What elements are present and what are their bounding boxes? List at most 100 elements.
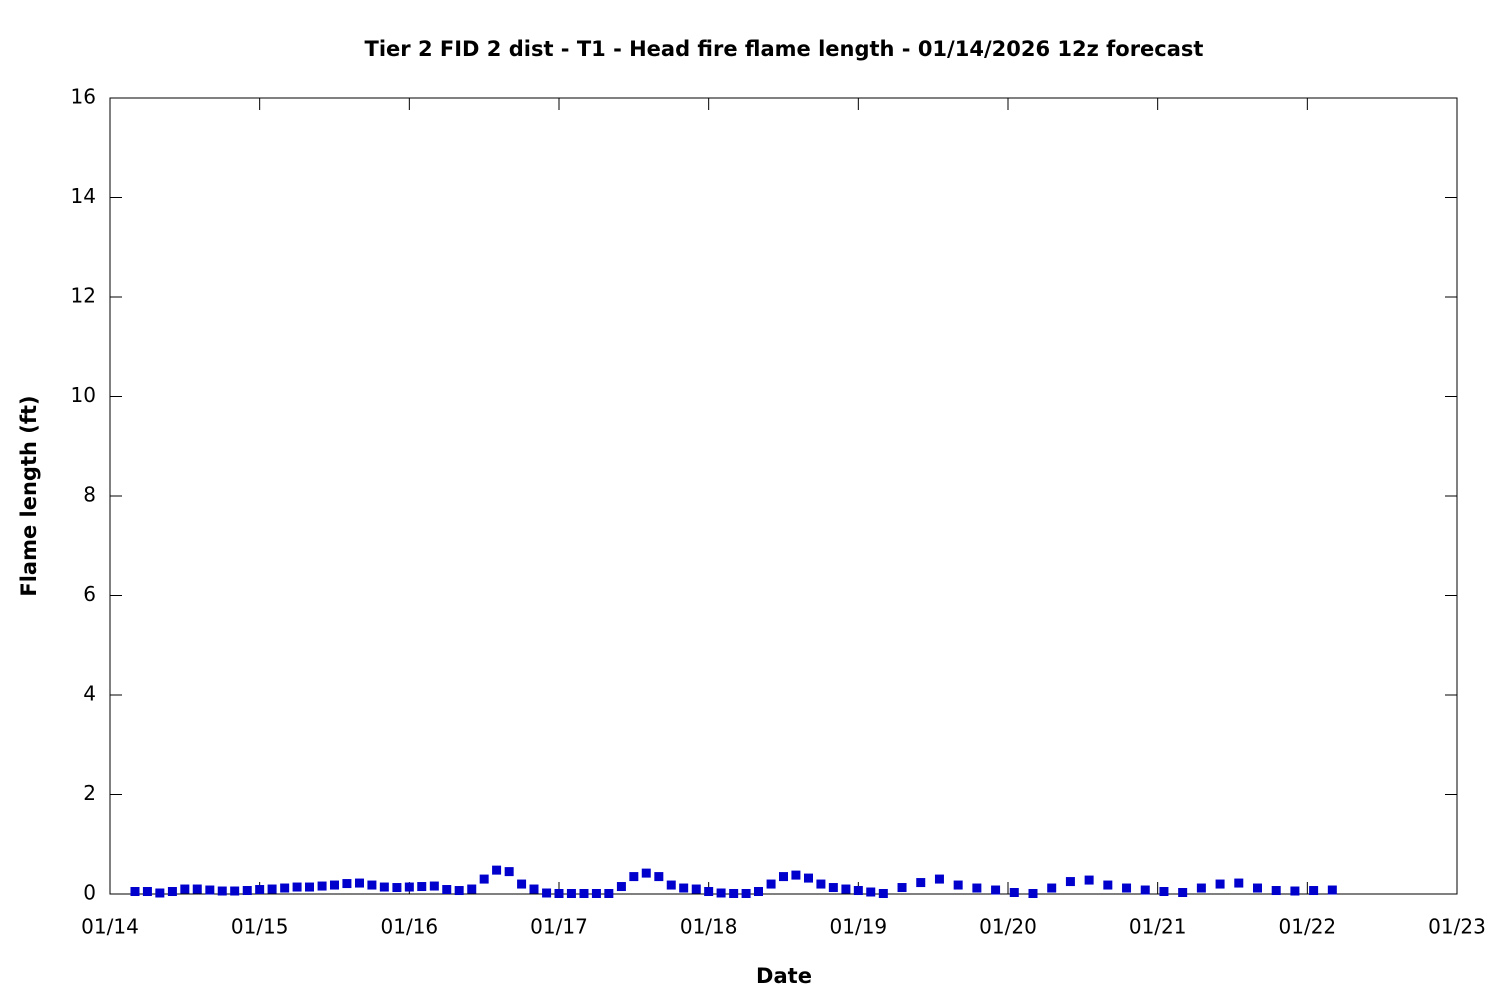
point: [517, 879, 527, 889]
point: [991, 885, 1001, 895]
point: [1196, 883, 1206, 893]
point: [317, 881, 327, 891]
point: [741, 889, 751, 899]
point: [454, 886, 464, 896]
point: [130, 887, 140, 897]
point: [429, 881, 439, 891]
point: [330, 880, 339, 890]
x-tick-label: 01/15: [231, 915, 289, 939]
point: [230, 886, 240, 896]
point: [1234, 878, 1244, 888]
point: [1084, 875, 1094, 885]
point: [654, 872, 664, 882]
point: [367, 880, 377, 890]
point: [142, 887, 152, 897]
point: [1271, 886, 1281, 896]
point: [467, 884, 477, 894]
point: [1009, 888, 1019, 898]
x-tick-label: 01/16: [381, 915, 439, 939]
point: [916, 878, 926, 888]
point: [242, 886, 252, 896]
point: [704, 887, 714, 897]
point: [492, 865, 502, 875]
x-tick-label: 01/18: [680, 915, 738, 939]
y-tick-label: 8: [83, 483, 96, 507]
point: [841, 884, 851, 894]
point: [897, 883, 907, 893]
point: [192, 884, 202, 894]
point: [1327, 885, 1337, 895]
y-tick-label: 16: [71, 85, 96, 109]
point: [554, 889, 564, 899]
point: [604, 889, 614, 899]
point: [779, 872, 788, 882]
point: [217, 886, 227, 896]
point: [1140, 885, 1150, 895]
point: [1159, 887, 1169, 897]
point: [1047, 883, 1057, 893]
point: [280, 883, 290, 893]
point: [803, 873, 813, 883]
y-tick-label: 4: [83, 682, 96, 706]
x-tick-label: 01/22: [1279, 915, 1337, 939]
point: [934, 874, 944, 884]
point: [591, 889, 601, 899]
point: [754, 887, 764, 897]
point: [853, 886, 863, 896]
point: [305, 882, 315, 892]
point: [354, 878, 364, 888]
point: [716, 888, 726, 898]
point: [816, 879, 826, 889]
y-axis-label: Flame length (ft): [17, 395, 41, 596]
point: [479, 874, 489, 884]
y-tick-label: 2: [83, 781, 96, 805]
point: [1290, 886, 1300, 896]
point: [791, 870, 801, 880]
point: [1252, 883, 1262, 893]
point: [417, 882, 427, 892]
point: [579, 889, 589, 899]
point: [691, 884, 701, 894]
point: [205, 885, 215, 895]
point: [972, 883, 982, 893]
chart-title: Tier 2 FID 2 dist - T1 - Head fire flame…: [365, 37, 1204, 61]
x-tick-label: 01/14: [81, 915, 139, 939]
point: [1309, 886, 1319, 896]
x-tick-label: 01/21: [1129, 915, 1187, 939]
x-axis-label: Date: [756, 964, 812, 988]
point: [641, 868, 651, 878]
y-tick-label: 14: [71, 184, 96, 208]
point: [953, 880, 963, 890]
x-tick-label: 01/19: [830, 915, 888, 939]
plot-frame: [109, 97, 1458, 895]
point: [1103, 880, 1113, 890]
point: [180, 884, 190, 894]
point: [566, 889, 576, 899]
point: [878, 889, 888, 899]
point: [542, 888, 552, 898]
point: [616, 882, 626, 892]
y-tick-label: 0: [83, 881, 96, 905]
point: [1215, 879, 1225, 889]
point: [442, 885, 452, 895]
point: [1065, 877, 1075, 887]
point: [679, 883, 689, 893]
point: [379, 882, 389, 892]
point: [1028, 889, 1038, 899]
x-tick-label: 01/23: [1428, 915, 1486, 939]
point: [529, 884, 539, 894]
x-tick-label: 01/17: [530, 915, 588, 939]
point: [392, 883, 402, 893]
point: [666, 880, 676, 890]
y-tick-label: 12: [71, 284, 96, 308]
point: [629, 872, 639, 882]
point: [167, 887, 177, 897]
point: [267, 884, 277, 894]
y-tick-label: 6: [83, 582, 96, 606]
point: [404, 882, 414, 892]
point: [828, 883, 838, 893]
y-tick-label: 10: [71, 383, 96, 407]
point: [766, 879, 776, 889]
point: [866, 887, 876, 897]
